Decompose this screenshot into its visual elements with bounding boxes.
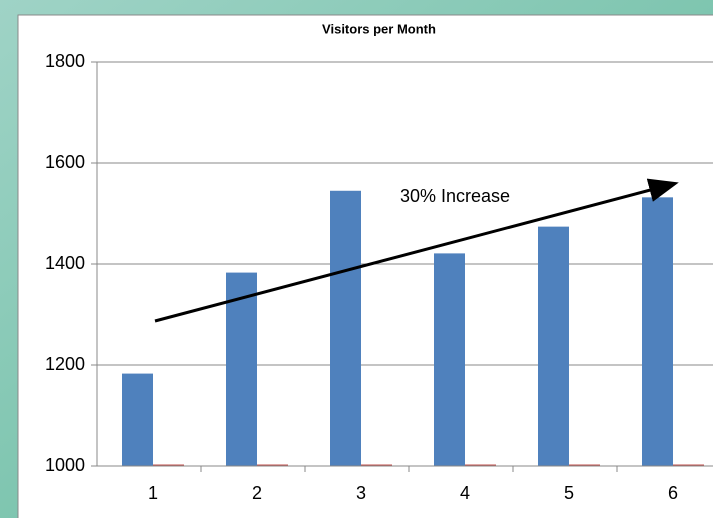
bar [226, 272, 257, 466]
y-tick-label: 1600 [45, 152, 85, 172]
y-tick-label: 1000 [45, 455, 85, 475]
y-tick-label: 1800 [45, 51, 85, 71]
bar [569, 464, 600, 466]
bar [642, 197, 673, 466]
x-tick-label: 6 [668, 483, 678, 503]
bar [538, 226, 569, 466]
bar [257, 464, 288, 466]
annotation: 30% Increase [400, 186, 510, 206]
x-tick-label: 3 [356, 483, 366, 503]
x-tick-label: 1 [148, 483, 158, 503]
bar [434, 253, 465, 466]
bar [330, 190, 361, 466]
x-tick-label: 4 [460, 483, 470, 503]
bar [673, 464, 704, 466]
y-tick-label: 1200 [45, 354, 85, 374]
chart-title: Visitors per Month [322, 21, 436, 36]
x-tick-label: 5 [564, 483, 574, 503]
bar [122, 373, 153, 466]
bar [465, 464, 496, 466]
bar [153, 464, 184, 466]
y-tick-label: 1400 [45, 253, 85, 273]
x-tick-label: 2 [252, 483, 262, 503]
trend-arrow [154, 178, 679, 323]
bar [361, 464, 392, 466]
